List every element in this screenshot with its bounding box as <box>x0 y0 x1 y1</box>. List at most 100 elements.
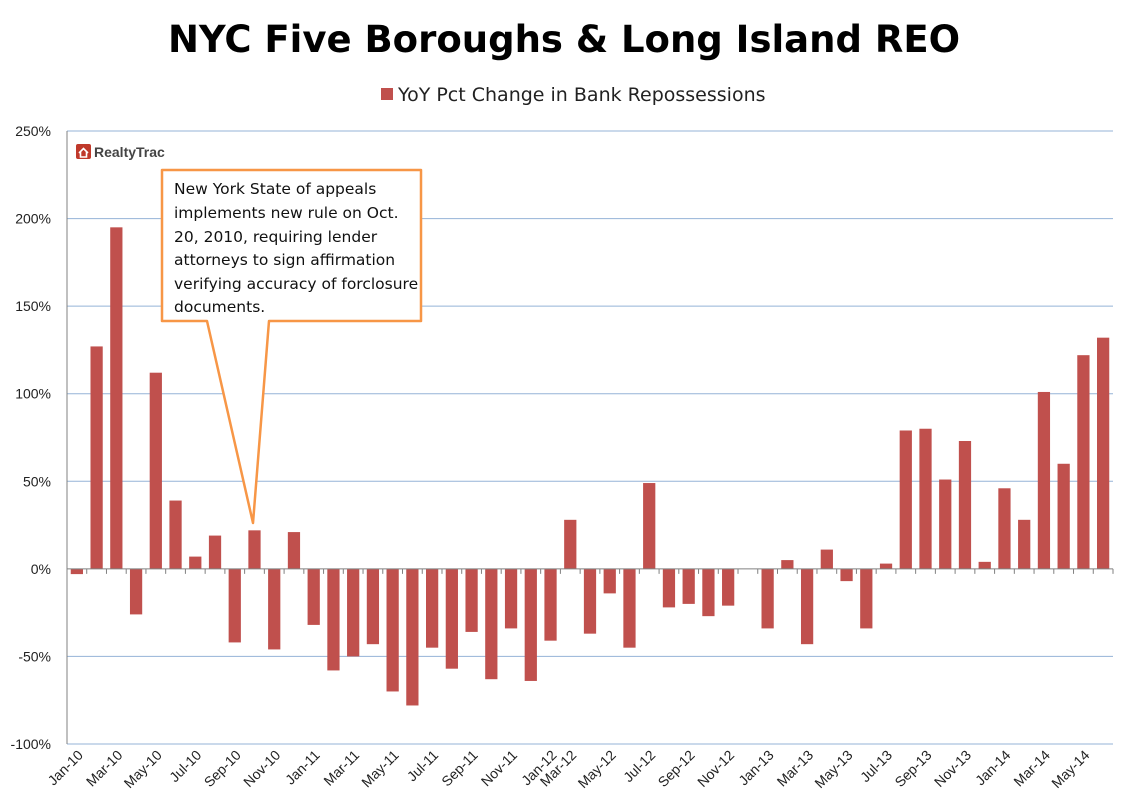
bar <box>879 563 893 569</box>
house-icon-roof <box>78 147 89 158</box>
x-tick-label: Jan-10 <box>44 747 86 789</box>
x-tick-label: Mar-13 <box>774 747 817 790</box>
x-tick-label: Nov-11 <box>478 747 521 790</box>
bar <box>603 568 616 594</box>
bar <box>445 568 458 669</box>
bar <box>939 479 952 569</box>
x-tick-label: Sep-12 <box>655 747 698 790</box>
bar <box>169 500 182 569</box>
bar <box>643 483 656 569</box>
axes <box>66 131 1114 744</box>
bar <box>189 556 202 569</box>
bar <box>820 549 833 569</box>
bar <box>682 568 695 604</box>
bar <box>208 535 222 569</box>
chart-title: NYC Five Boroughs & Long Island REO <box>168 18 960 61</box>
bar <box>761 568 774 629</box>
bar <box>504 568 518 629</box>
bar <box>287 532 301 569</box>
x-tick-label: Jul-12 <box>620 747 658 785</box>
annotation-callout: New York State of appeals implements new… <box>160 168 423 525</box>
bar <box>919 428 932 569</box>
bar <box>722 568 735 606</box>
x-tick-label: Nov-12 <box>694 747 737 790</box>
y-tick-label: -100% <box>11 736 51 752</box>
y-tick-label: -50% <box>18 648 51 664</box>
x-tick-label: Nov-13 <box>931 747 974 790</box>
x-tick-label: Sep-13 <box>891 747 934 790</box>
x-tick-label: May-14 <box>1048 747 1092 791</box>
y-tick-label: 250% <box>15 123 51 139</box>
bar <box>781 560 794 569</box>
bar <box>544 568 557 641</box>
y-axis-tick-labels: 250% 200% 150% 100% 50% 0% -50% -100% <box>11 123 51 752</box>
x-tick-label: May-12 <box>575 747 619 791</box>
bar <box>1037 391 1051 569</box>
x-tick-label: May-11 <box>358 747 402 791</box>
bar <box>662 568 676 608</box>
y-tick-label: 100% <box>15 386 51 402</box>
callout-line-6: documents. <box>174 298 265 316</box>
bar <box>386 568 399 692</box>
bar <box>307 568 320 625</box>
x-tick-label: Jul-13 <box>857 747 895 785</box>
callout-line-3: 20, 2010, requiring lender <box>174 228 378 246</box>
x-tick-label: Mar-14 <box>1010 747 1053 790</box>
bar <box>583 568 597 634</box>
x-tick-label: Mar-10 <box>83 747 126 790</box>
callout-line-4: attorneys to sign affirmation <box>174 251 395 269</box>
x-tick-label: Nov-10 <box>240 747 283 790</box>
y-tick-label: 150% <box>15 298 51 314</box>
realtytrac-logo: RealtyTrac <box>76 144 165 160</box>
bar <box>465 568 478 632</box>
x-tick-label: Jan-11 <box>282 747 323 788</box>
legend: YoY Pct Change in Bank Repossessions <box>381 84 766 106</box>
callout-border <box>160 168 423 525</box>
x-tick-label: Sep-10 <box>201 747 244 790</box>
bar <box>524 568 537 681</box>
bar <box>840 568 853 582</box>
bar <box>564 519 577 569</box>
bar <box>860 568 873 629</box>
y-tick-label: 200% <box>15 211 51 227</box>
bar <box>149 372 162 569</box>
bar <box>1077 355 1090 569</box>
legend-swatch <box>381 88 393 100</box>
x-tick-label: Jul-11 <box>404 747 442 785</box>
x-tick-label: May-10 <box>121 747 165 791</box>
bar <box>110 227 123 569</box>
bar <box>1097 337 1110 569</box>
bar <box>1057 463 1070 569</box>
x-tick-label: Mar-11 <box>320 747 362 789</box>
bar <box>129 568 143 615</box>
bar <box>899 430 912 569</box>
bar <box>702 568 715 617</box>
bar <box>1018 519 1031 569</box>
bar <box>800 568 814 645</box>
x-tick-label: May-13 <box>811 747 855 791</box>
bar <box>268 568 281 650</box>
bar <box>426 568 439 648</box>
bar-series <box>70 227 1110 706</box>
bar <box>327 568 340 671</box>
bar <box>70 568 83 575</box>
bar <box>485 568 498 680</box>
bar <box>623 568 636 648</box>
legend-label: YoY Pct Change in Bank Repossessions <box>397 84 766 106</box>
bar <box>248 530 261 569</box>
callout-line-1: New York State of appeals <box>174 180 376 198</box>
y-tick-label: 50% <box>23 473 51 489</box>
x-tick-label: Jan-14 <box>972 747 1014 789</box>
bar <box>998 488 1011 569</box>
x-tick-label: Sep-11 <box>438 747 481 790</box>
x-tick-label: Jan-13 <box>735 747 777 789</box>
y-tick-label: 0% <box>31 561 51 577</box>
callout-line-2: implements new rule on Oct. <box>174 204 399 222</box>
bar <box>366 568 380 645</box>
bar <box>958 441 972 569</box>
bar <box>347 568 360 657</box>
bar <box>406 568 419 706</box>
bar <box>978 561 991 569</box>
